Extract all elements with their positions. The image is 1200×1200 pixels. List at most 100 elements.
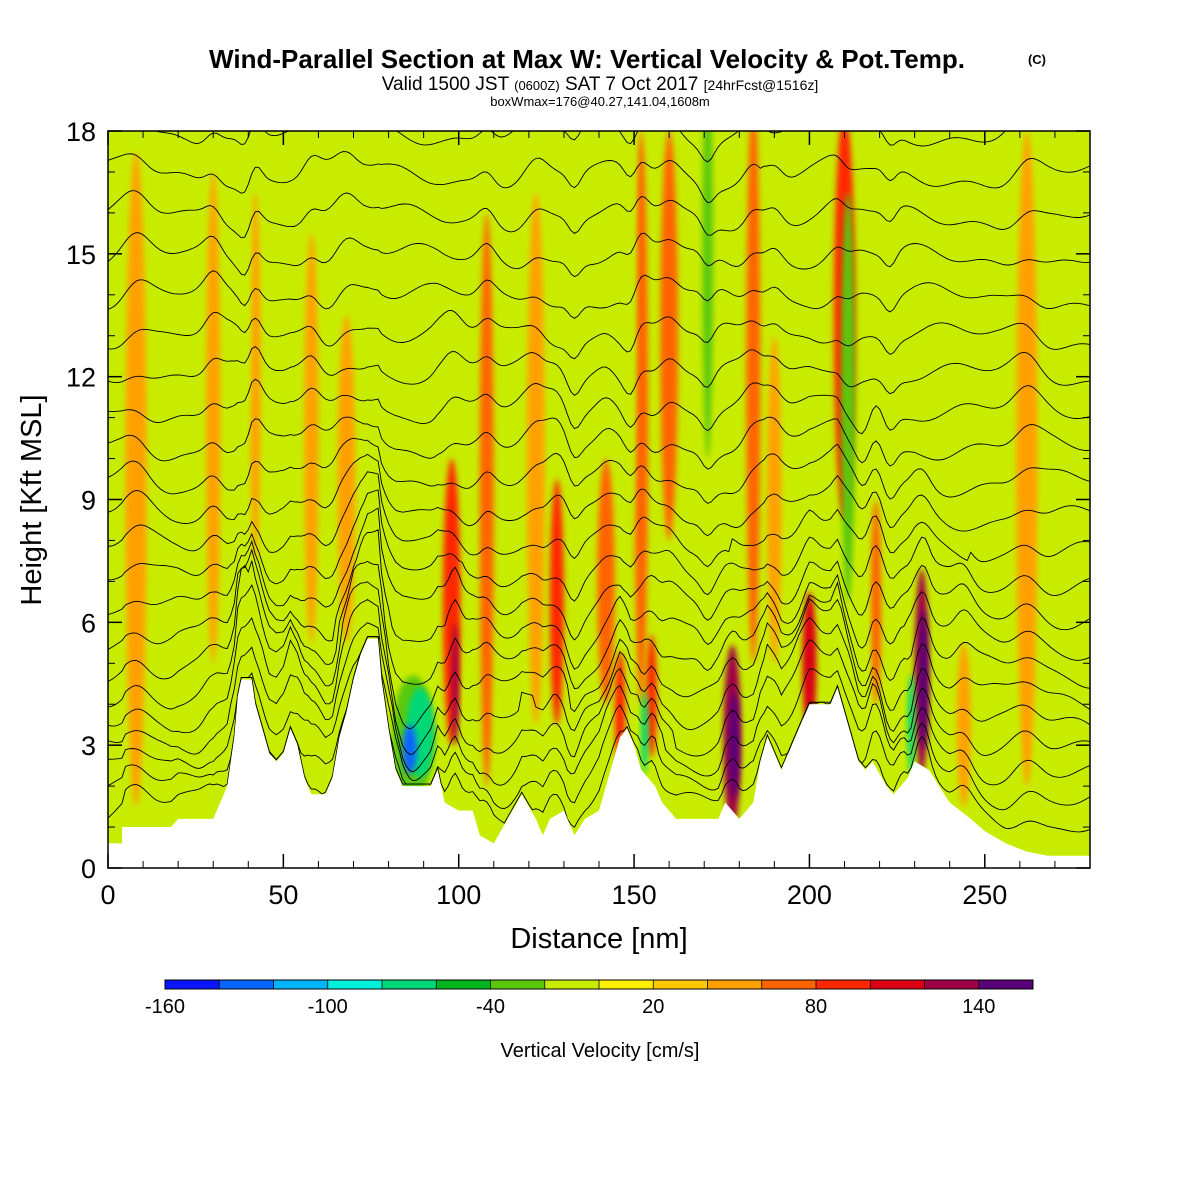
colorbar-swatch xyxy=(599,980,654,989)
x-tick-label: 100 xyxy=(436,880,481,910)
y-tick-label: 18 xyxy=(66,117,96,147)
updraft-band-6 xyxy=(451,622,459,746)
colorbar-label: -160 xyxy=(145,996,185,1018)
subtitle-valid: Valid 1500 JST xyxy=(382,74,510,95)
contour-line xyxy=(108,560,1090,690)
updraft-band-23 xyxy=(918,610,928,750)
colorbar-swatch xyxy=(653,980,708,989)
downdraft-band-4 xyxy=(402,724,417,774)
colorbar-swatch xyxy=(327,980,383,989)
y-tick-label: 0 xyxy=(81,854,96,884)
contour-line xyxy=(108,636,1090,833)
pot-temp-contours xyxy=(108,0,1090,833)
y-axis-label: Height [Kft MSL] xyxy=(16,394,48,605)
colorbar-swatch xyxy=(219,980,274,989)
updraft-band-17 xyxy=(746,131,761,664)
updraft-band-1 xyxy=(206,171,221,664)
contour-line xyxy=(108,581,1090,730)
chart-title: Wind-Parallel Section at Max W: Vertical… xyxy=(209,44,965,74)
contour-line xyxy=(108,598,1090,755)
terrain xyxy=(108,638,1090,868)
y-tick-label: 12 xyxy=(66,363,96,393)
downdraft-band-11 xyxy=(840,192,856,602)
updraft-band-24 xyxy=(956,642,971,807)
contour-line xyxy=(108,489,1090,602)
colorbar-swatch xyxy=(707,980,763,989)
x-axis-label: Distance [nm] xyxy=(510,923,687,955)
updraft-band-21 xyxy=(870,499,882,705)
colorbar-label: 80 xyxy=(805,996,827,1018)
colorbar: -160 -100 -40 20 80 140 xyxy=(145,979,1034,1018)
x-tick-label: 0 xyxy=(100,880,115,910)
colorbar-swatch xyxy=(273,980,329,989)
updraft-band-19 xyxy=(802,591,817,735)
updraft-band-12 xyxy=(634,131,649,705)
contour-line xyxy=(108,378,1090,435)
contour-line xyxy=(108,507,1090,641)
copyright-mark: (C) xyxy=(1028,52,1046,67)
y-tick-label: 6 xyxy=(81,608,96,638)
colorbar-swatch xyxy=(382,980,437,989)
contour-line xyxy=(108,529,1090,670)
colorbar-label: 20 xyxy=(642,996,664,1018)
x-tick-label: 200 xyxy=(787,880,832,910)
updraft-band-10 xyxy=(597,458,615,705)
downdraft-band-10 xyxy=(702,131,713,459)
updraft-band-7 xyxy=(479,212,494,787)
chart-subtitle-2: boxWmax=176@40.27,141.04,1608m xyxy=(490,94,710,109)
updraft-band-2 xyxy=(250,192,261,561)
colorbar-label: 140 xyxy=(962,996,995,1018)
downdraft-band-13 xyxy=(884,212,896,623)
colorbar-label: -100 xyxy=(308,996,348,1018)
downdraft-band-8 xyxy=(625,131,636,541)
contour-line xyxy=(108,471,1090,568)
contour-line xyxy=(108,453,1090,537)
y-axis: 0 3 6 9 12 15 18 xyxy=(66,117,1090,884)
subtitle-forecast: [24hrFcst@1516z] xyxy=(704,77,819,93)
downdraft-band-0 xyxy=(239,192,251,439)
colorbar-title: Vertical Velocity [cm/s] xyxy=(501,1040,700,1062)
updraft-band-25 xyxy=(1016,131,1038,787)
subtitle-date: SAT 7 Oct 2017 xyxy=(565,74,698,95)
colorbar-swatch xyxy=(165,980,220,989)
y-tick-label: 15 xyxy=(66,240,96,270)
chart-subtitle: Valid 1500 JST (0600Z) SAT 7 Oct 2017 [2… xyxy=(382,74,819,95)
contour-line xyxy=(108,622,1090,773)
colorbar-swatch xyxy=(978,980,1034,989)
x-axis: 0 50 100 150 200 250 xyxy=(100,131,1056,910)
colorbar-swatch xyxy=(490,980,546,989)
colorbar-swatch xyxy=(870,980,925,989)
downdraft-band-9 xyxy=(641,691,649,774)
updraft-band-0 xyxy=(125,151,147,807)
colorbar-swatch xyxy=(761,980,817,989)
contour-line xyxy=(108,310,1090,360)
updraft-band-13 xyxy=(646,634,657,758)
x-tick-label: 150 xyxy=(612,880,657,910)
contour-line xyxy=(154,131,1006,163)
contour-line xyxy=(108,416,1090,470)
contour-line xyxy=(108,190,1090,239)
y-tick-label: 3 xyxy=(81,731,96,761)
downdraft-band-7 xyxy=(569,131,580,541)
contour-line xyxy=(108,0,1090,24)
contour-line xyxy=(108,636,1090,786)
contour-line xyxy=(108,270,1090,319)
x-tick-label: 250 xyxy=(962,880,1007,910)
updraft-band-3 xyxy=(304,233,319,643)
downdraft-band-12 xyxy=(856,519,868,766)
contour-line xyxy=(108,636,1090,811)
y-tick-label: 9 xyxy=(81,486,96,516)
updraft-band-16 xyxy=(728,691,740,799)
plot-area xyxy=(108,0,1090,868)
colorbar-swatch xyxy=(436,980,491,989)
contour-line xyxy=(108,437,1090,504)
contour-line xyxy=(108,346,1090,396)
colorbar-swatch xyxy=(816,980,871,989)
x-tick-label: 50 xyxy=(268,880,298,910)
contour-line xyxy=(108,232,1090,278)
colorbar-swatch xyxy=(544,980,600,989)
subtitle-utc: (0600Z) xyxy=(514,78,560,93)
updraft-band-14 xyxy=(660,131,678,541)
updraft-band-8 xyxy=(527,192,545,725)
